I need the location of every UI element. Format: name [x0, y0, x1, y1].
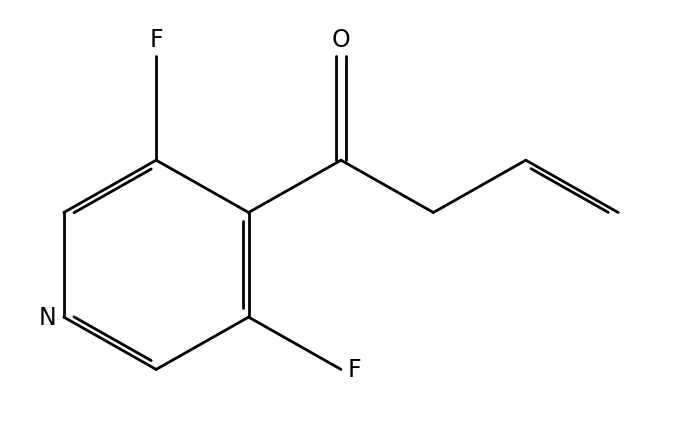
Text: F: F [149, 28, 163, 52]
Text: N: N [39, 305, 57, 329]
Text: F: F [348, 357, 361, 382]
Text: O: O [331, 28, 351, 52]
